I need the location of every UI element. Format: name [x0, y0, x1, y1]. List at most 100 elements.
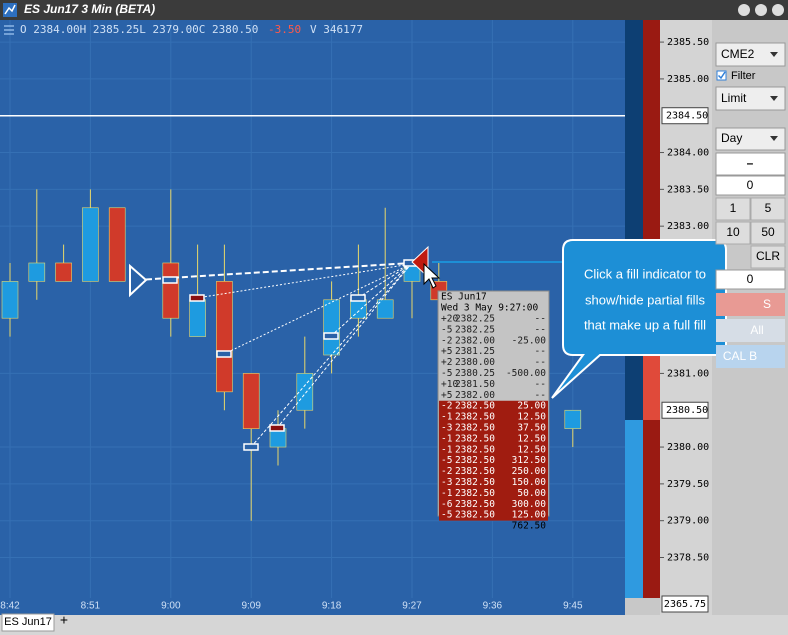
close-button[interactable] [772, 4, 784, 16]
window-title: ES Jun17 3 Min (BETA) [24, 2, 155, 16]
duration-value: Day [721, 131, 742, 145]
candle-body [350, 299, 367, 319]
candle-body [242, 373, 260, 429]
order-type-value: Limit [721, 91, 747, 105]
tooltip-pnl: -- [535, 379, 546, 390]
y-tick-label: 2383.00 [667, 221, 709, 232]
tooltip-pnl: 50.00 [517, 488, 546, 499]
callout-bubble [551, 239, 727, 399]
tooltip-pnl: 250.00 [512, 466, 547, 477]
tooltip-price: 2382.50 [455, 488, 495, 499]
tooltip-pnl: -- [535, 314, 546, 325]
price-marker-box [661, 401, 709, 419]
tooltip-qty: +5 [441, 390, 452, 401]
tooltip-price: 2382.50 [455, 423, 495, 434]
tooltip-pnl: 12.50 [517, 444, 546, 455]
tooltip-pnl: 12.50 [517, 412, 546, 423]
minus-label: – [747, 156, 754, 170]
tooltip-pnl: -- [535, 357, 546, 368]
tooltip-qty: -5 [441, 324, 452, 335]
tooltip-price: 2380.00 [455, 357, 495, 368]
active-tab[interactable] [1, 613, 55, 632]
tooltip-qty: -1 [441, 444, 453, 455]
candle-body [323, 299, 340, 356]
candle-body [108, 207, 126, 282]
y-tick-label: 2379.50 [667, 479, 709, 490]
tooltip-pnl: -25.00 [512, 335, 547, 346]
quantity-value: 0 [747, 178, 754, 192]
price-marker-label: 2384.50 [666, 111, 708, 122]
exchange-value: CME2 [721, 47, 755, 61]
tooltip-qty: -6 [441, 499, 453, 510]
tooltip-price: 2382.50 [455, 444, 495, 455]
tooltip-pnl: -- [535, 324, 546, 335]
app-icon-glyph [4, 4, 16, 15]
price-marker-label: 2380.50 [666, 405, 708, 416]
tooltip-qty: +10 [441, 379, 458, 390]
qty-button[interactable] [715, 221, 751, 245]
title-bar [0, 0, 788, 20]
cancel-all-button[interactable] [716, 319, 785, 342]
candle-body [1, 281, 19, 319]
tooltip-qty: -2 [441, 401, 452, 412]
fill-links [136, 262, 412, 448]
qty-button-label: 5 [765, 201, 772, 215]
candle-body [216, 281, 233, 393]
tooltip-price: 2382.50 [455, 412, 495, 423]
tooltip-price: 2380.25 [455, 368, 495, 379]
qty-button[interactable] [750, 197, 786, 221]
qty-button[interactable] [750, 221, 786, 245]
clear-button[interactable] [750, 245, 786, 269]
y-tick-label: 2385.50 [667, 37, 709, 48]
x-tick-label: 9:00 [161, 601, 181, 612]
y-tick-label: 2383.50 [667, 184, 709, 195]
x-tick-label: 9:18 [322, 601, 342, 612]
tooltip-qty: -1 [441, 488, 453, 499]
qty-button-label: 1 [730, 201, 737, 215]
add-tab[interactable]: + [60, 612, 68, 628]
tab-bar [0, 615, 788, 635]
tooltip-qty: +20 [441, 314, 458, 325]
cancel-all-label: All [750, 323, 763, 337]
quantity-input[interactable] [715, 175, 786, 196]
dropdown-arrow [770, 96, 778, 101]
tooltip-qty: -1 [441, 412, 453, 423]
tooltip-pnl: 300.00 [512, 499, 547, 510]
maximize-button[interactable] [755, 4, 767, 16]
tooltip-pnl: 12.50 [517, 433, 546, 444]
qty-button-label: 50 [761, 225, 775, 239]
filter-checkbox[interactable] [716, 70, 727, 81]
tooltip-qty: -3 [441, 477, 452, 488]
duration-select[interactable] [715, 127, 786, 151]
tooltip-price: 2381.50 [455, 379, 495, 390]
tooltip-price: 2382.50 [455, 401, 495, 412]
hamburger-icon[interactable] [4, 25, 14, 35]
minus-button[interactable] [715, 152, 786, 176]
fill-indicators[interactable] [162, 259, 419, 451]
y-tick-label: 2378.50 [667, 553, 709, 564]
sell-label: S [763, 297, 771, 311]
depth-ask-fill [643, 355, 660, 420]
tooltip-price: 2382.50 [455, 510, 495, 521]
tooltip-pnl: 25.00 [517, 401, 546, 412]
cancel-buy-button[interactable] [716, 345, 785, 368]
tooltip-price: 2382.50 [455, 466, 495, 477]
price-input[interactable] [715, 269, 786, 290]
exchange-select[interactable] [715, 42, 786, 67]
x-tick-label: 8:42 [0, 601, 20, 612]
tab-label: ES Jun17 [4, 616, 52, 628]
axis-footer-label: 2365.75 [664, 599, 706, 610]
sell-button[interactable] [716, 293, 785, 316]
x-tick-label: 8:51 [81, 601, 101, 612]
callout-text: Click a fill indicator to [584, 266, 706, 281]
order-type-select[interactable] [715, 86, 786, 111]
entry-fill-marker[interactable] [129, 263, 148, 298]
clear-label: CLR [756, 249, 780, 263]
tooltip-price: 2382.50 [455, 499, 495, 510]
minimize-button[interactable] [738, 4, 750, 16]
qty-button[interactable] [715, 197, 751, 221]
tooltip-qty: -5 [441, 510, 452, 521]
tooltip-pnl: 37.50 [517, 423, 546, 434]
